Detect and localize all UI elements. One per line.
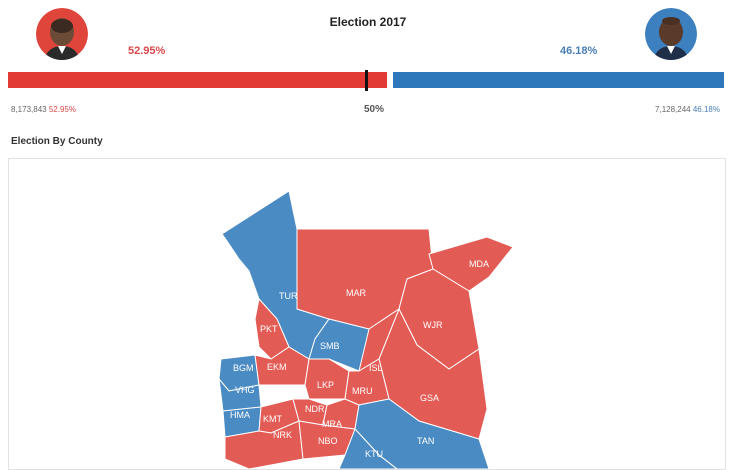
county-label-bgm: BGM bbox=[233, 363, 254, 373]
county-label-mar: MAR bbox=[346, 288, 367, 298]
section-title: Election By County bbox=[11, 136, 103, 147]
county-label-mra: MRA bbox=[322, 419, 342, 429]
right-candidate-percent: 46.18% bbox=[560, 45, 598, 57]
county-label-wjr: WJR bbox=[423, 320, 443, 330]
right-votes-count: 7,128,244 bbox=[655, 105, 691, 114]
page-title: Election 2017 bbox=[329, 15, 407, 29]
midpoint-label: 50% bbox=[364, 104, 385, 115]
county-label-tur: TUR bbox=[279, 291, 298, 301]
county-label-nrk: NRK bbox=[273, 430, 292, 440]
county-label-mru: MRU bbox=[352, 386, 373, 396]
midpoint-marker bbox=[365, 70, 368, 91]
county-label-lkp: LKP bbox=[317, 380, 334, 390]
county-label-kmt: KMT bbox=[263, 414, 283, 424]
right-candidate-avatar bbox=[645, 8, 697, 60]
county-label-gsa: GSA bbox=[420, 393, 439, 403]
county-label-vhg: VHG bbox=[235, 385, 255, 395]
county-label-isl: ISL bbox=[369, 363, 383, 373]
left-candidate-votes: 8,173,843 52.95% bbox=[11, 105, 76, 114]
left-candidate-avatar bbox=[36, 8, 88, 60]
county-LKP[interactable] bbox=[304, 358, 350, 400]
county-label-tan: TAN bbox=[417, 436, 434, 446]
county-label-mda: MDA bbox=[469, 259, 489, 269]
county-label-ndr: NDR bbox=[305, 404, 325, 414]
county-label-ktu: KTU bbox=[365, 449, 383, 459]
county-label-nbo: NBO bbox=[318, 436, 338, 446]
right-candidate-votes: 7,128,244 46.18% bbox=[655, 105, 720, 114]
left-candidate-percent: 52.95% bbox=[128, 45, 166, 57]
county-label-smb: SMB bbox=[320, 341, 340, 351]
county-label-hma: HMA bbox=[230, 410, 250, 420]
right-candidate-bar bbox=[393, 72, 724, 88]
right-votes-percent: 46.18% bbox=[692, 105, 720, 114]
left-votes-percent: 52.95% bbox=[48, 105, 76, 114]
left-candidate-bar bbox=[8, 72, 387, 88]
county-map-panel: TUR MAR MDA WJR PKT SMB ISL BGM EKM LKP … bbox=[8, 158, 726, 470]
county-label-ekm: EKM bbox=[267, 362, 287, 372]
left-votes-count: 8,173,843 bbox=[11, 105, 47, 114]
county-label-pkt: PKT bbox=[260, 324, 278, 334]
county-VHG[interactable] bbox=[218, 377, 262, 412]
kenya-county-map: TUR MAR MDA WJR PKT SMB ISL BGM EKM LKP … bbox=[218, 190, 514, 469]
